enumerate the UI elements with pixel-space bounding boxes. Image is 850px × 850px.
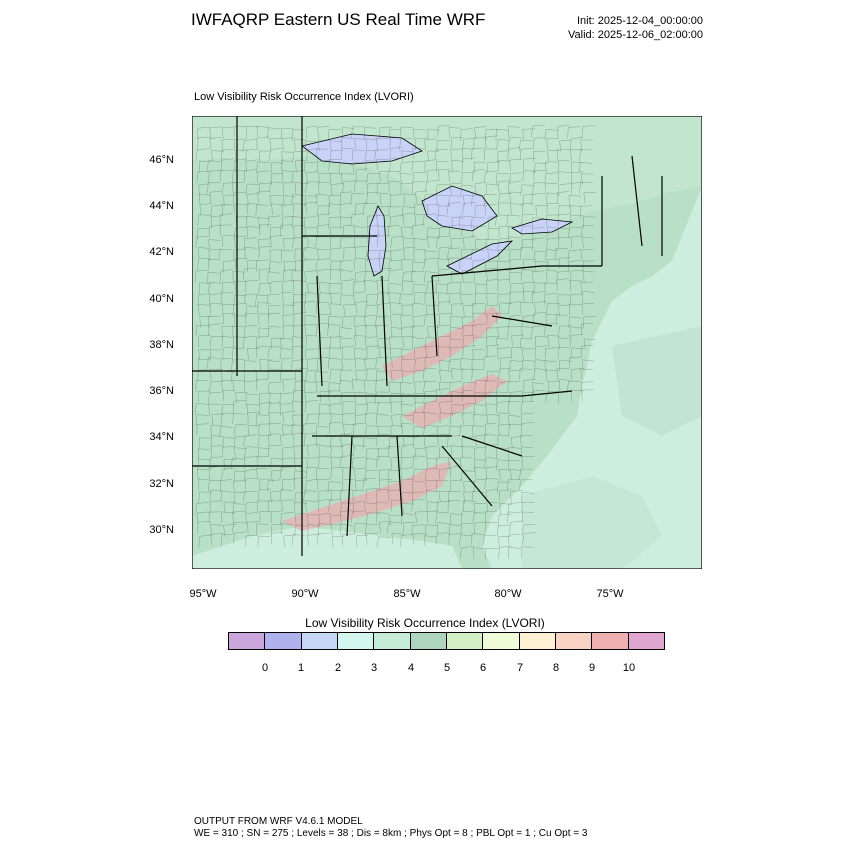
lat-label-38: 38°N bbox=[149, 339, 174, 351]
colorbar bbox=[228, 632, 665, 650]
page-title: IWFAQRP Eastern US Real Time WRF bbox=[191, 10, 486, 29]
colorbar-swatch bbox=[519, 633, 556, 649]
colorbar-swatch bbox=[301, 633, 338, 649]
lon-label-85: 85°W bbox=[393, 588, 421, 600]
offshore-band-south bbox=[522, 476, 662, 569]
colorbar-swatch bbox=[337, 633, 375, 649]
lat-label-40: 40°N bbox=[149, 293, 174, 305]
footer-line-1: OUTPUT FROM WRF V4.6.1 MODEL bbox=[194, 816, 363, 827]
map-panel bbox=[192, 116, 702, 569]
colorbar-swatch bbox=[265, 633, 302, 649]
lat-label-32: 32°N bbox=[149, 478, 174, 490]
colorbar-label: 1 bbox=[297, 662, 305, 674]
lat-label-44: 44°N bbox=[149, 200, 174, 212]
gulf-coast-band bbox=[282, 461, 452, 531]
lake-huron bbox=[421, 185, 498, 232]
colorbar-swatch bbox=[483, 633, 520, 649]
lake-superior bbox=[301, 133, 423, 165]
offshore-band bbox=[612, 326, 702, 436]
lon-label-95: 95°W bbox=[189, 588, 217, 600]
county-mesh bbox=[194, 124, 596, 559]
colorbar-title: Low Visibility Risk Occurrence Index (LV… bbox=[305, 616, 545, 630]
colorbar-label: 0 bbox=[261, 662, 269, 674]
colorbar-label: 5 bbox=[443, 662, 451, 674]
lat-label-36: 36°N bbox=[149, 385, 174, 397]
colorbar-swatch bbox=[374, 633, 411, 649]
appalachian-band bbox=[382, 306, 502, 381]
colorbar-label: 8 bbox=[552, 662, 560, 674]
lake-erie bbox=[446, 240, 514, 275]
colorbar-label: 4 bbox=[407, 662, 415, 674]
gulf-of-mexico bbox=[192, 526, 462, 569]
atlantic-ocean bbox=[482, 186, 702, 569]
valid-time: Valid: 2025-12-06_02:00:00 bbox=[568, 29, 703, 41]
state-boundaries bbox=[192, 116, 663, 556]
colorbar-swatch bbox=[628, 633, 664, 649]
map-subtitle: Low Visibility Risk Occurrence Index (LV… bbox=[194, 91, 414, 103]
colorbar-swatch bbox=[446, 633, 484, 649]
lat-label-42: 42°N bbox=[149, 246, 174, 258]
colorbar-swatch bbox=[555, 633, 593, 649]
model-footer: OUTPUT FROM WRF V4.6.1 MODEL WE = 310 ; … bbox=[194, 816, 587, 840]
lake-ontario bbox=[511, 218, 574, 235]
colorbar-label: 3 bbox=[370, 662, 378, 674]
time-info: Init: 2025-12-04_00:00:00 Valid: 2025-12… bbox=[568, 14, 703, 42]
lat-label-46: 46°N bbox=[149, 154, 174, 166]
colorbar-swatch bbox=[410, 633, 447, 649]
colorbar-label: 10 bbox=[622, 662, 636, 674]
lon-label-90: 90°W bbox=[291, 588, 319, 600]
colorbar-swatch bbox=[592, 633, 629, 649]
southern-appalachian-band bbox=[402, 374, 507, 428]
colorbar-label: 6 bbox=[479, 662, 487, 674]
colorbar-label: 2 bbox=[334, 662, 342, 674]
lat-label-30: 30°N bbox=[149, 524, 174, 536]
colorbar-label: 7 bbox=[516, 662, 524, 674]
lon-label-80: 80°W bbox=[494, 588, 522, 600]
colorbar-swatch bbox=[229, 633, 266, 649]
init-time: Init: 2025-12-04_00:00:00 bbox=[577, 15, 703, 27]
lat-label-34: 34°N bbox=[149, 431, 174, 443]
lon-label-75: 75°W bbox=[596, 588, 624, 600]
colorbar-label: 9 bbox=[588, 662, 596, 674]
footer-line-2: WE = 310 ; SN = 275 ; Levels = 38 ; Dis … bbox=[194, 828, 588, 839]
